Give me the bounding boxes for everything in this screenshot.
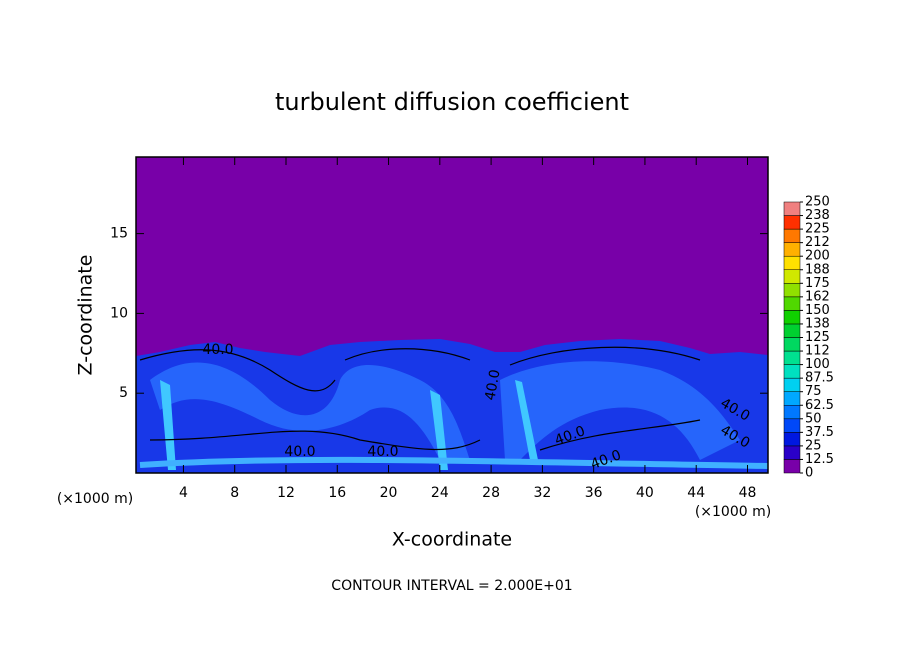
plot-frame [135, 156, 769, 474]
colorbar-tick-label: 75 [805, 384, 822, 399]
colorbar-swatch [783, 405, 801, 420]
colorbar-tick-label: 25 [805, 438, 822, 453]
y-tick-label: 15 [110, 226, 128, 242]
colorbar-tick-label: 212 [805, 235, 830, 250]
contour-line [139, 346, 701, 451]
y-axis-label: Z-coordinate [75, 255, 97, 376]
x-tick-label: 36 [585, 485, 603, 501]
colorbar-tick-label: 0 [805, 466, 813, 481]
contour-label: 40.0 [482, 368, 503, 401]
x-tick-label: 48 [739, 485, 757, 501]
contour-label: 40.0 [202, 342, 233, 358]
colorbar-swatch [783, 377, 801, 392]
x-axis-label: X-coordinate [392, 529, 512, 551]
colorbar-swatch [783, 432, 801, 447]
field-streak [160, 380, 538, 470]
colorbar-swatch [783, 323, 801, 338]
colorbar-swatch [783, 350, 801, 365]
y-tick-label: 10 [110, 305, 128, 321]
colorbar-swatch [783, 269, 801, 284]
colorbar-tick-label: 200 [805, 249, 830, 264]
x-tick-label: 16 [328, 485, 346, 501]
x-unit-label: (×1000 m) [695, 504, 771, 520]
colorbar-swatch [783, 255, 801, 271]
colorbar-tick-label: 37.5 [805, 425, 834, 440]
x-unit-label: (×1000 m) [57, 491, 133, 507]
colorbar-tick-label: 12.5 [805, 452, 834, 467]
colorbar-swatch [783, 310, 801, 325]
colorbar-tick-label: 150 [805, 303, 830, 318]
field-streak [139, 456, 769, 469]
colorbar-tick-label: 138 [805, 316, 830, 331]
colorbar-tick-label: 225 [805, 222, 830, 237]
x-tick-label: 12 [277, 485, 295, 501]
chart-title: turbulent diffusion coefficient [275, 88, 629, 116]
colorbar-swatch [783, 391, 801, 406]
x-tick-label: 32 [533, 485, 551, 501]
colorbar-tick-label: 50 [805, 411, 822, 426]
y-tick-label: 5 [119, 385, 128, 401]
colorbar-tick-label: 62.5 [805, 398, 834, 413]
x-tick-label: 4 [179, 485, 188, 501]
footnote: CONTOUR INTERVAL = 2.000E+01 [331, 578, 572, 594]
x-tick-label: 40 [636, 485, 654, 501]
field-streak [150, 362, 470, 460]
colorbar-tick-label: 112 [805, 344, 830, 359]
contour-label: 40.0 [367, 444, 398, 460]
colorbar-tick-label: 175 [805, 276, 830, 291]
colorbar-tick-label: 162 [805, 289, 830, 304]
colorbar-tick-label: 125 [805, 330, 830, 345]
colorbar-swatch [783, 418, 801, 433]
colorbar-swatch [783, 201, 801, 216]
colorbar-tick-label: 250 [805, 195, 830, 210]
colorbar-swatch [783, 228, 801, 243]
field-streak [500, 361, 740, 460]
colorbar-swatch [783, 215, 801, 230]
colorbar-swatch [783, 445, 801, 460]
field [135, 156, 769, 474]
x-tick-label: 20 [380, 485, 398, 501]
x-tick-label: 8 [230, 485, 239, 501]
x-tick-label: 28 [482, 485, 500, 501]
colorbar-tick-label: 238 [805, 208, 830, 223]
colorbar-swatch [783, 283, 801, 298]
colorbar-swatch [783, 364, 801, 379]
colorbar-swatch [783, 459, 801, 474]
x-tick-label: 44 [687, 485, 705, 501]
colorbar-swatch [783, 242, 801, 257]
colorbar-tick-label: 188 [805, 262, 830, 277]
contour-label: 40.0 [284, 444, 315, 460]
colorbar-tick-label: 100 [805, 357, 830, 372]
x-tick-label: 24 [431, 485, 449, 501]
colorbar-swatch [783, 337, 801, 352]
colorbar-swatch [783, 296, 801, 311]
colorbar-tick-label: 87.5 [805, 371, 834, 386]
